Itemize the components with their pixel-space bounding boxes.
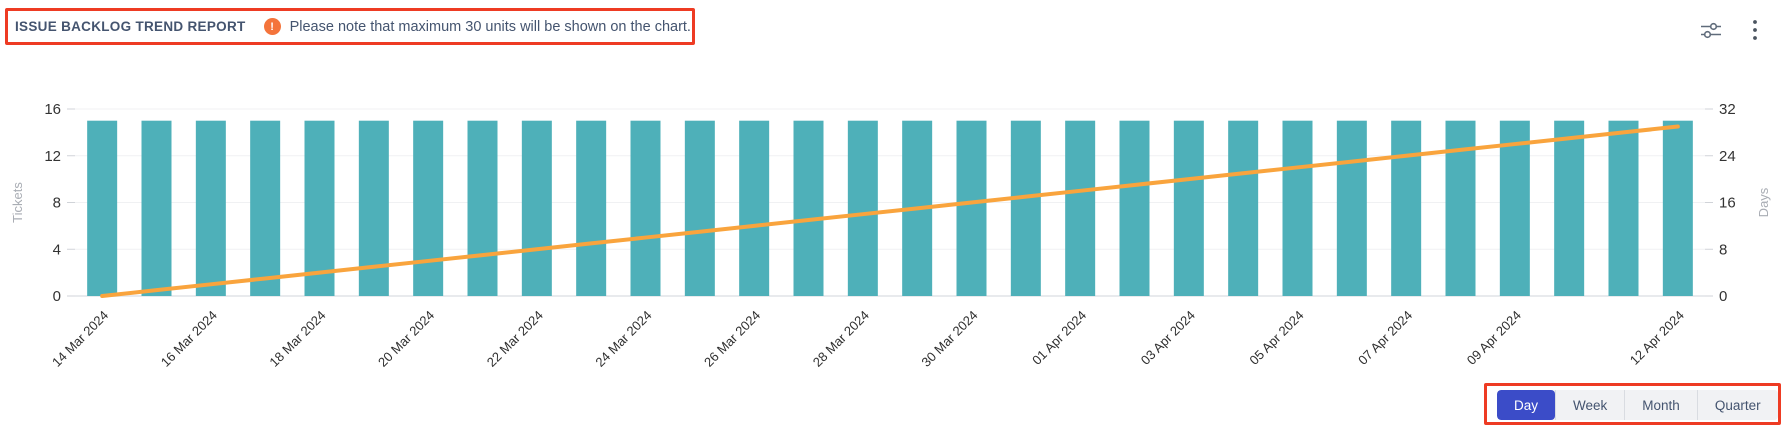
x-axis-date-label: 24 Mar 2024 [592, 308, 654, 370]
tickets-bar[interactable] [684, 120, 715, 296]
tickets-bar[interactable] [1608, 120, 1639, 296]
tickets-bar[interactable] [576, 120, 607, 296]
right-axis-tick-label: 8 [1719, 241, 1727, 258]
right-axis-tick-label: 16 [1719, 195, 1736, 212]
warning-icon: ! [263, 18, 281, 35]
tickets-bar[interactable] [1282, 120, 1313, 296]
report-header: ISSUE BACKLOG TREND REPORT ! Please note… [5, 8, 695, 45]
time-granularity-toggle: Day Week Month Quarter [1497, 390, 1778, 420]
tickets-bar[interactable] [1554, 120, 1585, 296]
left-axis-tick-label: 4 [53, 241, 61, 258]
x-axis-date-label: 05 Apr 2024 [1246, 308, 1306, 368]
x-axis-date-label: 07 Apr 2024 [1355, 308, 1415, 368]
x-axis-date-label: 20 Mar 2024 [375, 308, 437, 370]
tickets-bar[interactable] [956, 120, 987, 296]
x-axis-date-label: 18 Mar 2024 [266, 308, 328, 370]
time-granularity-quarter[interactable]: Quarter [1696, 390, 1778, 420]
left-axis-name: Tickets [10, 182, 25, 223]
days-trend-line[interactable] [100, 124, 1680, 298]
time-granularity-day[interactable]: Day [1497, 390, 1556, 420]
tickets-bar[interactable] [739, 120, 770, 296]
x-axis-date-label: 28 Mar 2024 [810, 308, 872, 370]
left-axis-tick-label: 8 [53, 195, 61, 212]
tickets-bar[interactable] [195, 120, 226, 296]
chart-canvas: 0 4 8 12 16 0 8 16 24 32 Tickets Days 14 Mar 2024 16 … [10, 101, 1771, 370]
tickets-bar[interactable] [1173, 120, 1204, 296]
chart-settings-button[interactable] [1696, 16, 1726, 44]
tickets-bar[interactable] [141, 120, 172, 296]
x-axis-date-label: 16 Mar 2024 [158, 308, 220, 370]
tickets-bar[interactable] [413, 120, 444, 296]
tickets-bar[interactable] [630, 120, 661, 296]
backlog-trend-chart[interactable]: 0 4 8 12 16 0 8 16 24 32 Tickets Days 14 Mar 2024 16 … [0, 60, 1788, 380]
more-options-button[interactable] [1740, 16, 1770, 44]
chart-toolbar [1696, 16, 1770, 44]
tickets-bar[interactable] [467, 120, 498, 296]
right-axis-name: Days [1756, 187, 1771, 217]
time-granularity-week[interactable]: Week [1555, 390, 1625, 420]
left-axis-tick-label: 0 [53, 288, 61, 305]
time-granularity-month[interactable]: Month [1624, 390, 1697, 420]
right-axis-tick-label: 32 [1719, 101, 1736, 118]
x-axis-date-label: 30 Mar 2024 [918, 308, 980, 370]
report-title: ISSUE BACKLOG TREND REPORT [15, 19, 246, 34]
max-units-warning: ! Please note that maximum 30 units will… [263, 18, 691, 35]
tickets-bar[interactable] [1499, 120, 1530, 296]
tickets-bar[interactable] [1065, 120, 1096, 296]
kebab-menu-icon [1753, 20, 1757, 40]
tickets-bar[interactable] [1119, 120, 1150, 296]
x-axis-date-label: 14 Mar 2024 [49, 308, 111, 370]
tickets-bar[interactable] [793, 120, 824, 296]
tickets-bar[interactable] [847, 120, 878, 296]
tickets-bar[interactable] [1391, 120, 1422, 296]
tickets-bar[interactable] [1228, 120, 1259, 296]
left-axis-tick-label: 12 [44, 148, 61, 165]
x-axis-date-label: 22 Mar 2024 [484, 308, 546, 370]
right-axis-tick-label: 24 [1719, 148, 1736, 165]
x-axis-date-label: 12 Apr 2024 [1627, 308, 1687, 368]
x-axis-date-label: 01 Apr 2024 [1029, 308, 1089, 368]
max-units-note: Please note that maximum 30 units will b… [289, 18, 691, 35]
x-axis-date-label: 03 Apr 2024 [1138, 308, 1198, 368]
tickets-bar[interactable] [250, 120, 281, 296]
tickets-bar[interactable] [521, 120, 552, 296]
left-axis-tick-label: 16 [44, 101, 61, 118]
x-axis-date-label: 26 Mar 2024 [701, 308, 763, 370]
x-axis-date-label: 09 Apr 2024 [1464, 308, 1524, 368]
right-axis-tick-label: 0 [1719, 288, 1727, 305]
tickets-bar[interactable] [304, 120, 335, 296]
tickets-bar[interactable] [1336, 120, 1367, 296]
tickets-bar[interactable] [1662, 120, 1693, 296]
tickets-bar[interactable] [1010, 120, 1041, 296]
tickets-bar[interactable] [87, 120, 118, 296]
sliders-icon [1701, 22, 1721, 38]
